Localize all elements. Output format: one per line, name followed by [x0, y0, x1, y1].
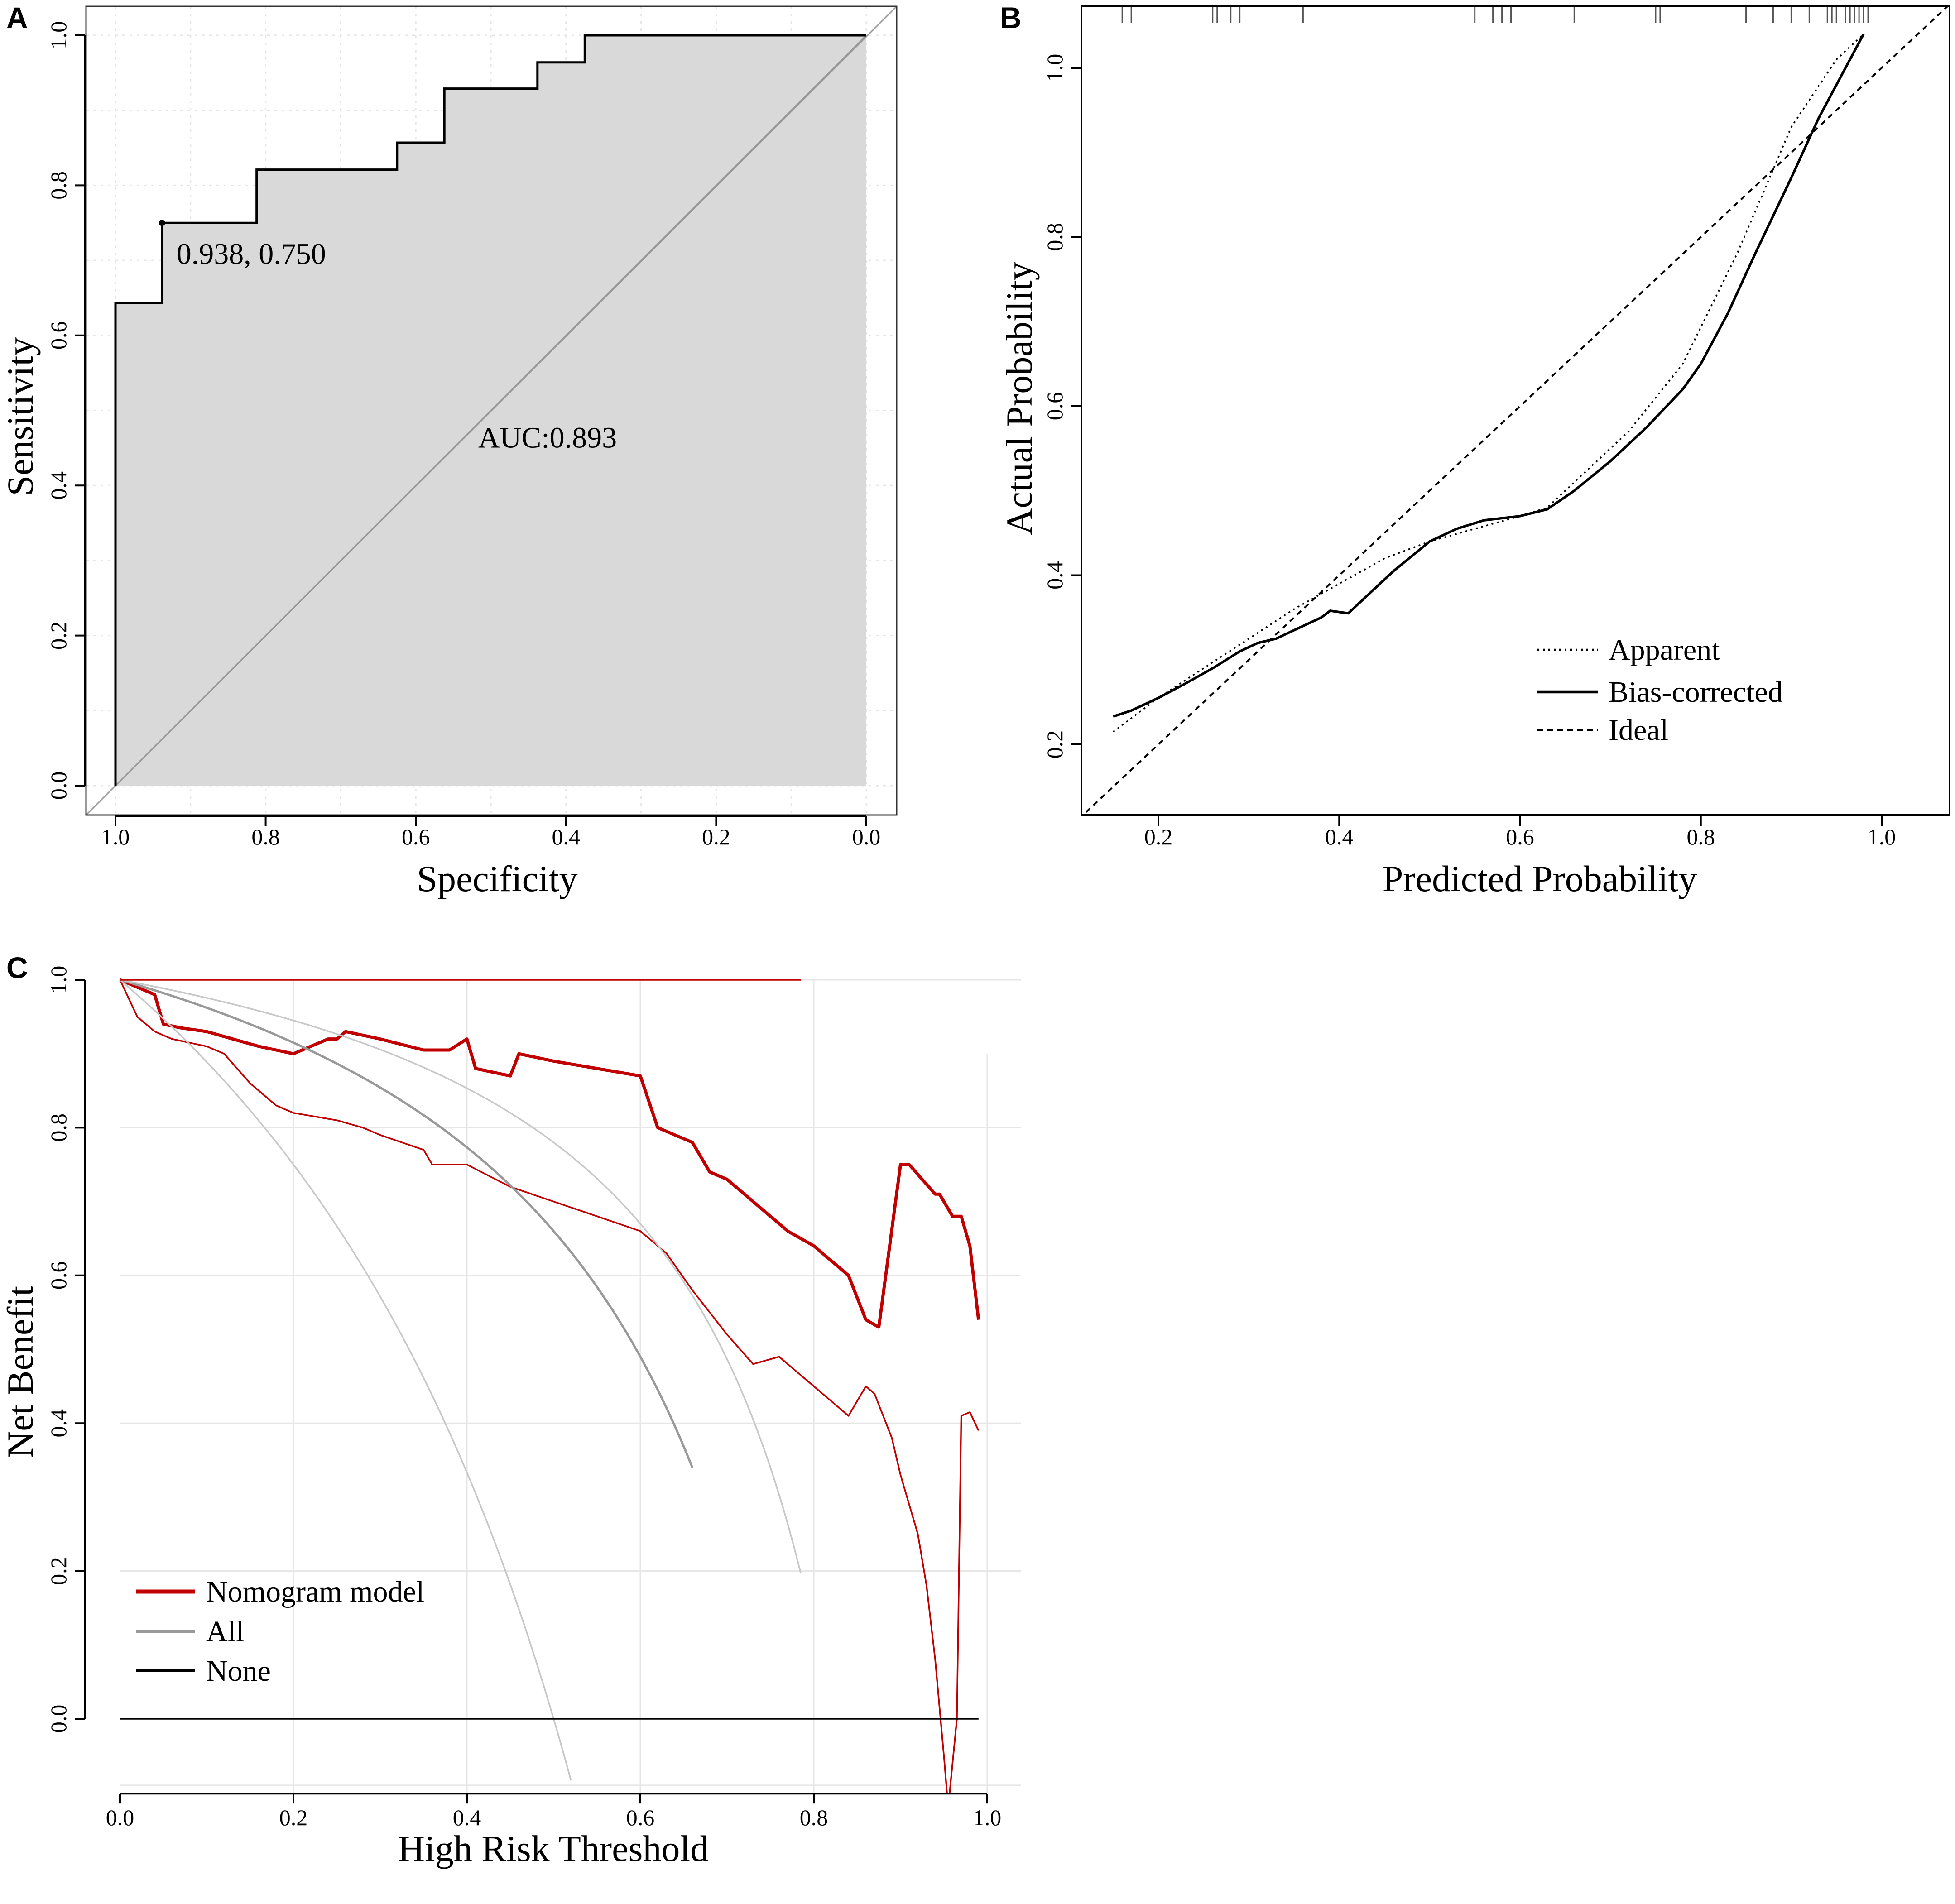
- panel-c-y-tick-label: 0.4: [46, 1409, 71, 1438]
- panel-b-y-tick-label: 0.2: [1042, 730, 1067, 759]
- panel-a-y-tick-label: 1.0: [46, 21, 71, 50]
- panel-c-decision-curve: C 0.0 0.2 0.4 0.6 0.8 1.0 0.0 0.2 0.4 0.6 0.8 1.0 H…: [0, 951, 1021, 1869]
- panel-c-series-line: [119, 979, 980, 1793]
- panel-b-x-tick-label: 0.6: [1506, 824, 1534, 849]
- panel-b-calibration: B 0.2 0.4 0.6 0.8 1.0 0.2 0.4 0.6 0.8 1.0 Predict…: [999, 1, 1950, 899]
- panel-a-x-tick-label: 0.4: [552, 824, 581, 849]
- panel-c-legend-label: All: [206, 1615, 244, 1648]
- panel-b-series-dotted: [1113, 34, 1864, 733]
- panel-c-legend-label: None: [206, 1655, 271, 1688]
- panel-a-y-tick-label: 0.4: [46, 471, 71, 500]
- panel-b-y-tick-label: 1.0: [1042, 54, 1067, 82]
- panel-b-x-axis-title: Predicted Probability: [1383, 858, 1697, 899]
- panel-b-legend-label: Ideal: [1609, 714, 1668, 747]
- panel-a-x-tick-label: 0.0: [852, 824, 881, 849]
- panel-c-x-tick-label: 0.8: [800, 1805, 828, 1830]
- panel-b-y-axis-title: Actual Probability: [999, 262, 1040, 535]
- panel-a-best-point: [159, 220, 165, 226]
- panel-c-y-tick-label: 1.0: [46, 966, 71, 994]
- panel-a-y-tick-label: 0.6: [46, 321, 71, 350]
- panel-b-x-tick-label: 0.2: [1144, 824, 1173, 849]
- panel-b-plot-frame: [1081, 5, 1950, 816]
- panel-c-series-line: [120, 978, 694, 1468]
- panel-c-series-line: [120, 979, 802, 1574]
- panel-c-legend-label: Nomogram model: [206, 1575, 424, 1608]
- panel-c-label: C: [6, 951, 28, 984]
- panel-c-y-axis-title: Net Benefit: [0, 1286, 41, 1458]
- panel-c-y-tick-label: 0.8: [46, 1113, 71, 1142]
- panel-a-roc-curve: [114, 34, 866, 786]
- panel-c-x-tick-label: 1.0: [973, 1805, 1002, 1830]
- panel-c-series-line: [119, 978, 980, 1329]
- panel-a-x-tick-label: 0.6: [402, 824, 430, 849]
- panel-b-x-tick-label: 0.8: [1687, 824, 1715, 849]
- panel-c-x-tick-label: 0.2: [279, 1805, 308, 1830]
- panel-b-legend-label: Bias-corrected: [1609, 676, 1783, 709]
- panel-c-y-tick-label: 0.6: [46, 1261, 71, 1290]
- panel-b-label: B: [1000, 1, 1022, 34]
- panel-a-y-axis-title: Sensitivity: [0, 337, 41, 496]
- panel-b-y-tick-label: 0.8: [1042, 223, 1067, 251]
- panel-a-label: A: [6, 1, 28, 34]
- panel-b-x-tick-label: 1.0: [1868, 824, 1896, 849]
- panel-c-x-tick-label: 0.4: [453, 1805, 481, 1830]
- panel-a-y-tick-label: 0.0: [46, 772, 71, 800]
- panel-c-x-tick-label: 0.0: [106, 1805, 134, 1830]
- panel-b-legend-label: Apparent: [1609, 633, 1720, 667]
- panel-a-x-tick-label: 1.0: [101, 824, 130, 849]
- panel-a-roc: A 1.0 0.8 0.6 0.4 0.2 0.0 0.0 0.2 0.4 0.6 0.8 1.0 S…: [0, 1, 898, 899]
- panel-b-x-tick-label: 0.4: [1325, 824, 1354, 849]
- panel-c-series-line: [119, 979, 572, 1781]
- panel-c-y-tick-label: 0.0: [46, 1705, 71, 1733]
- panel-a-y-tick-label: 0.8: [46, 171, 71, 200]
- panel-a-x-axis-title: Specificity: [417, 858, 577, 899]
- panel-c-legend: Nomogram model All None: [136, 1575, 424, 1688]
- panel-a-x-tick-label: 0.2: [702, 824, 730, 849]
- panel-a-diagonal-extension: [85, 5, 898, 816]
- panel-a-x-tick-label: 0.8: [251, 824, 280, 849]
- panel-c-x-axis-title: High Risk Threshold: [398, 1828, 709, 1869]
- panel-b-legend: Apparent Bias-corrected Ideal: [1537, 633, 1783, 747]
- panel-c-y-tick-label: 0.2: [46, 1557, 71, 1585]
- panel-b-series-solid: [1113, 34, 1865, 718]
- panel-b-series-dashed: [1085, 6, 1949, 813]
- panel-c-x-tick-label: 0.6: [626, 1805, 655, 1830]
- panel-a-best-point-label: 0.938, 0.750: [177, 237, 326, 270]
- panel-b-y-tick-label: 0.6: [1042, 392, 1067, 421]
- panel-a-y-tick-label: 0.2: [46, 621, 71, 650]
- panel-b-y-tick-label: 0.4: [1042, 561, 1067, 590]
- panel-a-auc-label: AUC:0.893: [478, 421, 617, 454]
